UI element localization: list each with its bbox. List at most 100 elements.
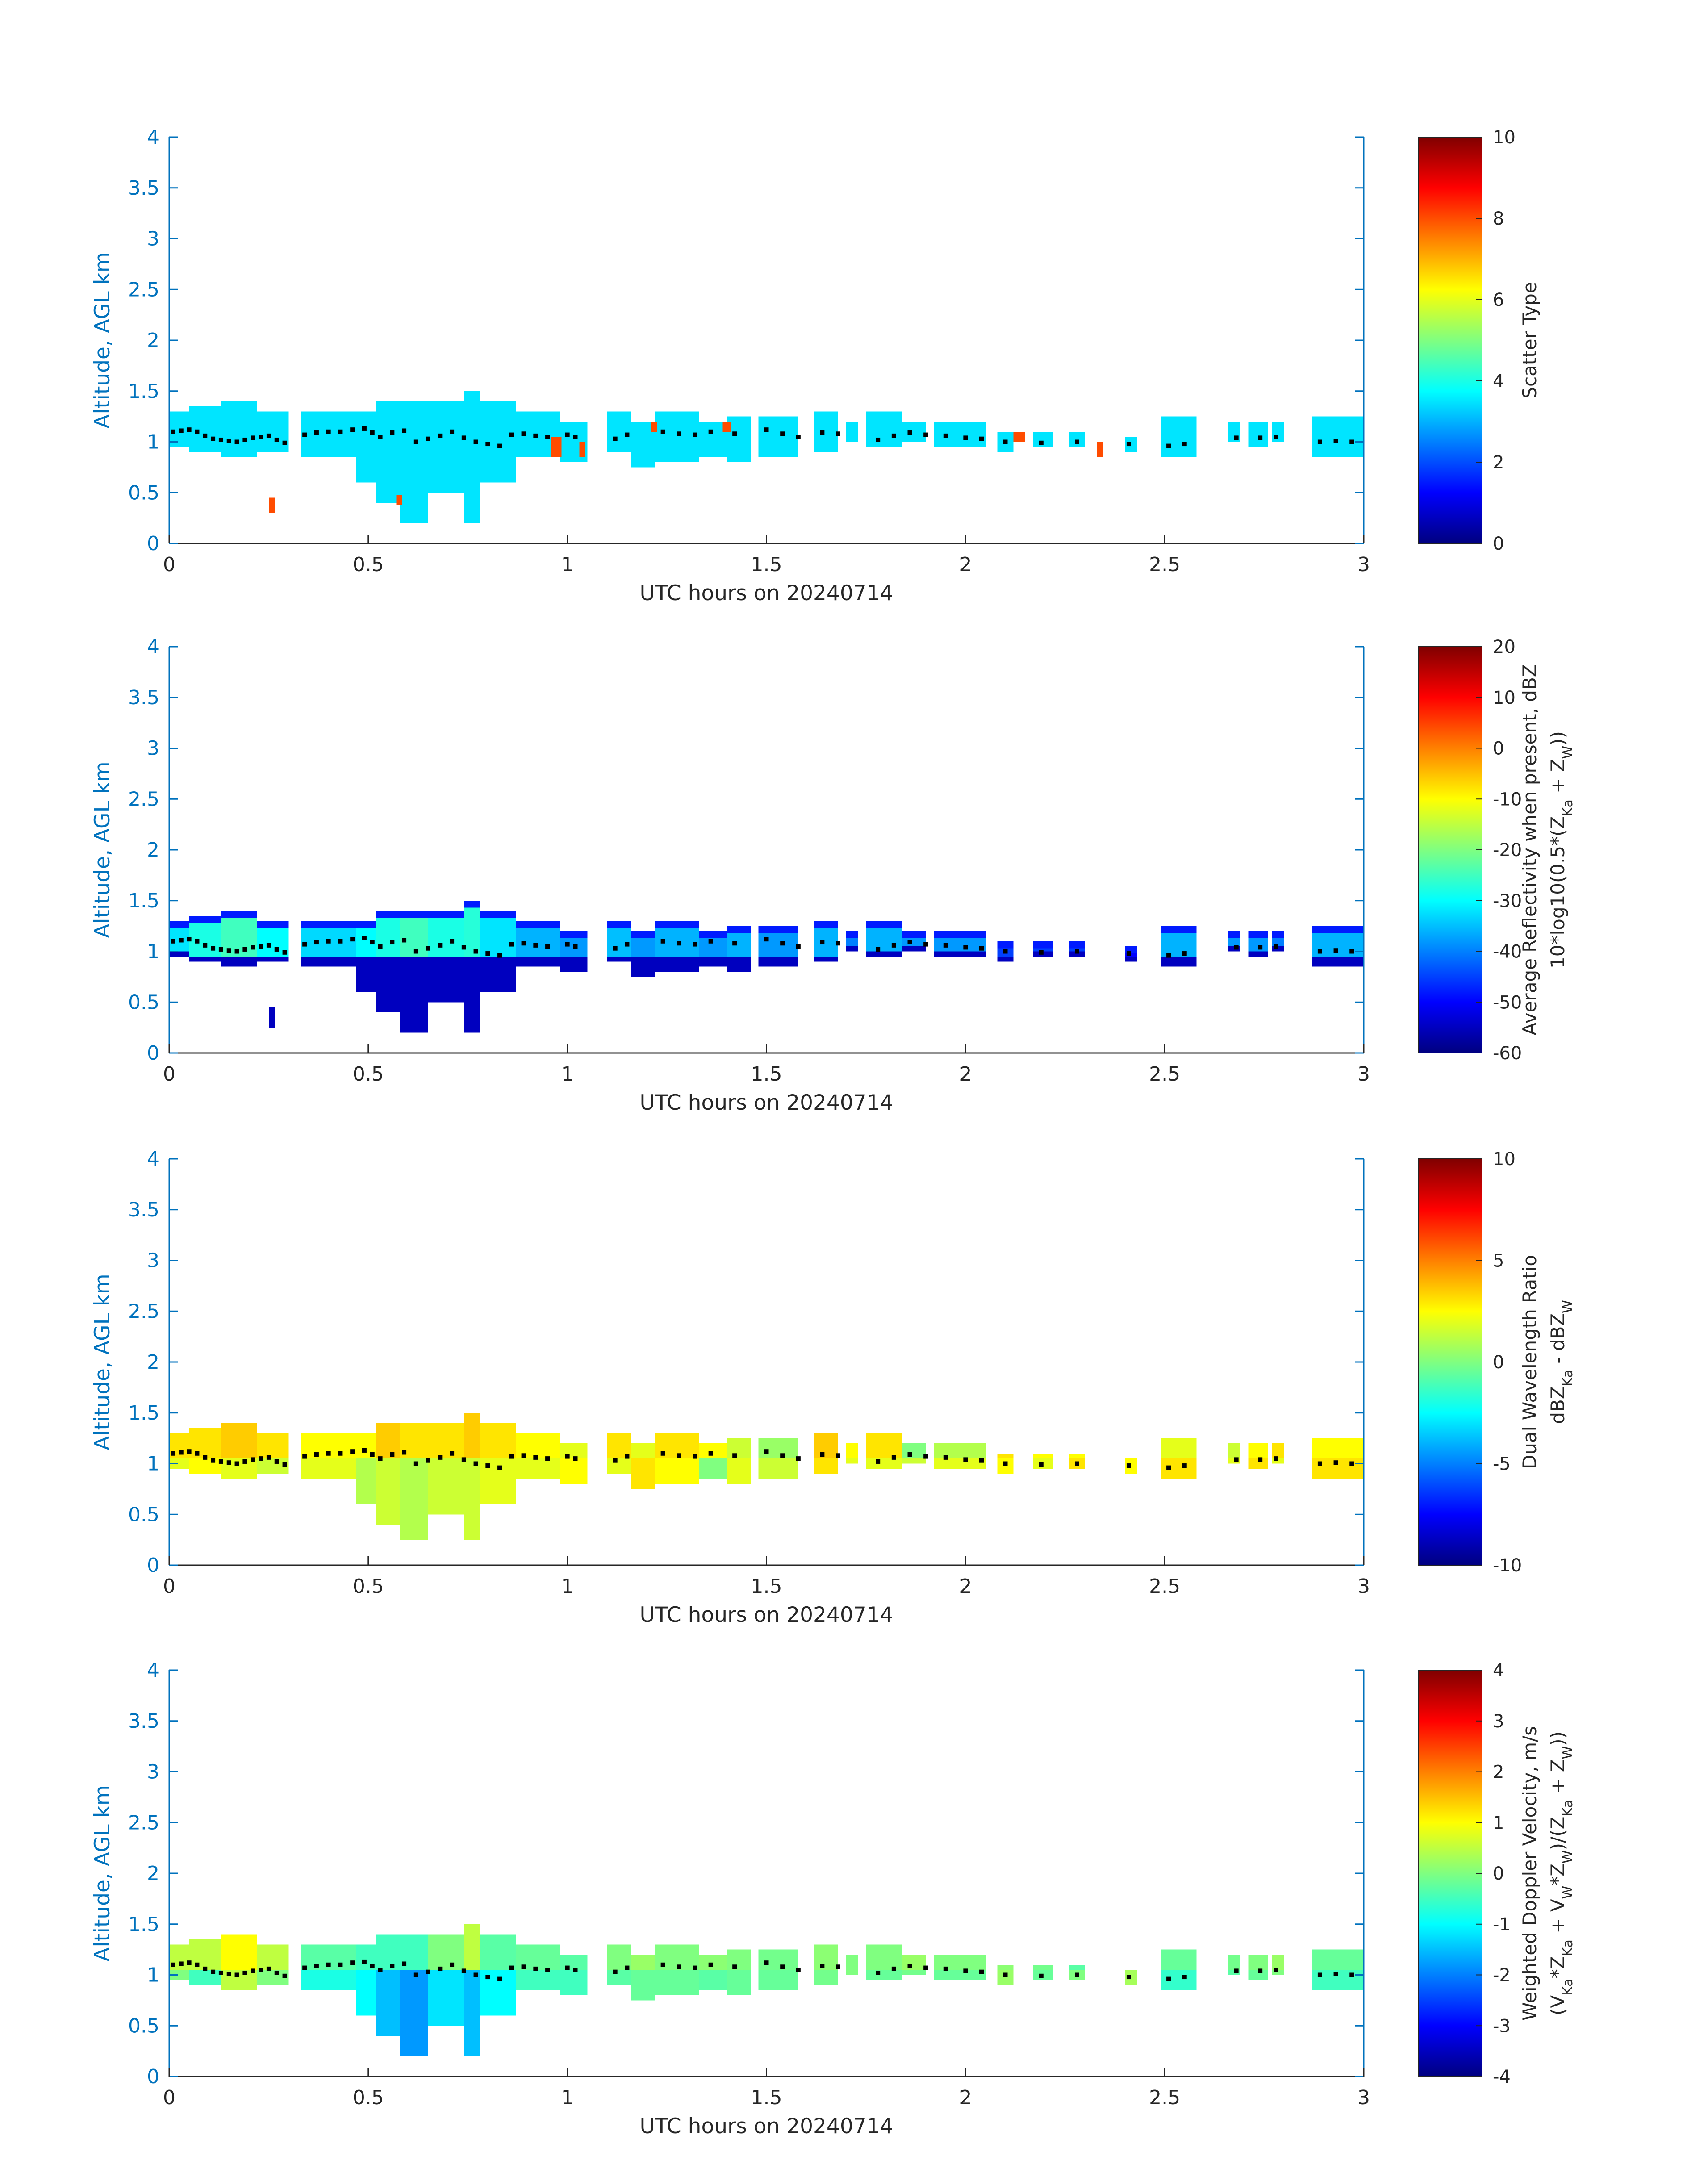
x-axis-label: UTC hours on 20240714 xyxy=(640,1603,894,1627)
cloud-base-dot xyxy=(187,427,192,432)
colorbar-label-part: Ka xyxy=(1560,1939,1576,1956)
cloud-base-dot xyxy=(876,437,881,442)
cloud-base-dot xyxy=(195,429,200,434)
y-tick-label: 0.5 xyxy=(128,2014,159,2037)
heat-cell xyxy=(607,921,631,928)
cloud-base-dot xyxy=(732,941,737,946)
heat-cell xyxy=(169,921,189,928)
cloud-base-dot xyxy=(378,1456,383,1461)
heat-cell xyxy=(1248,1443,1268,1459)
cloud-base-dot xyxy=(565,1965,570,1970)
heat-cell xyxy=(727,1458,751,1484)
cloud-base-dot xyxy=(242,437,247,442)
heat-cell xyxy=(559,1955,588,1970)
heat-cell xyxy=(902,1458,926,1464)
cloud-base-dot xyxy=(1258,945,1263,950)
cloud-base-dot xyxy=(573,1968,578,1972)
heat-cell xyxy=(428,1934,464,1970)
heat-cell xyxy=(698,1955,727,1970)
y-tick-label: 2 xyxy=(147,1351,159,1374)
cloud-base-dot xyxy=(923,1454,928,1459)
cloud-base-dot xyxy=(1258,435,1263,440)
y-tick-label: 4 xyxy=(147,126,159,149)
cloud-base-dot xyxy=(1166,1465,1171,1470)
heat-cell xyxy=(1228,938,1240,947)
cloud-base-dot xyxy=(338,1451,343,1456)
heat-cell xyxy=(934,1443,986,1459)
heat-cell xyxy=(221,911,257,918)
cloud-base-dot xyxy=(203,1966,208,1971)
heat-cell xyxy=(376,1934,401,1970)
colorbar-label-part: + Z xyxy=(1547,759,1569,800)
cloud-base-dot xyxy=(836,1964,840,1969)
colorbar-tick-label: -30 xyxy=(1493,891,1522,911)
heat-cell xyxy=(221,956,257,967)
x-tick-label: 2.5 xyxy=(1149,2086,1180,2109)
cloud-base-dot xyxy=(660,1962,665,1967)
cloud-base-dot xyxy=(613,1969,618,1974)
heat-cell xyxy=(1097,442,1103,457)
cloud-base-dot xyxy=(693,942,697,947)
cloud-base-dot xyxy=(251,1457,255,1462)
heat-cell xyxy=(1228,1955,1240,1970)
cloud-base-dot xyxy=(1039,1973,1044,1978)
heat-cell xyxy=(1161,926,1197,933)
heat-cell xyxy=(814,1458,838,1474)
cloud-base-dot xyxy=(426,436,430,441)
cloud-base-dot xyxy=(796,944,801,949)
cloud-base-dot xyxy=(362,936,367,940)
cloud-base-dot xyxy=(390,430,395,435)
colorbar-tick-label: -3 xyxy=(1493,2016,1511,2036)
heat-cell xyxy=(480,918,516,957)
x-tick-label: 2 xyxy=(959,553,972,576)
cloud-base-dot xyxy=(413,949,418,954)
y-tick-label: 2.5 xyxy=(128,1300,159,1323)
heat-cell xyxy=(464,900,480,908)
cloud-base-dot xyxy=(907,1964,912,1968)
cloud-base-dot xyxy=(1234,435,1239,440)
cloud-base-dot xyxy=(796,1456,801,1461)
heat-cell xyxy=(902,1970,926,1975)
cloud-base-dot xyxy=(521,1453,526,1458)
heat-cell xyxy=(866,1433,902,1459)
cloud-base-dot xyxy=(943,433,948,438)
heat-cell xyxy=(997,941,1014,949)
heat-cell xyxy=(515,921,560,928)
y-tick-label: 2.5 xyxy=(128,278,159,301)
cloud-base-dot xyxy=(274,947,279,952)
x-tick-label: 2 xyxy=(959,2086,972,2109)
cloud-base-dot xyxy=(1274,1968,1278,1972)
x-tick-label: 2.5 xyxy=(1149,1063,1180,1086)
cloud-base-dot xyxy=(660,429,665,434)
cloud-base-dot xyxy=(497,1465,502,1470)
heat-cell xyxy=(758,1949,798,1970)
heat-cell xyxy=(1069,951,1085,957)
cloud-base-dot xyxy=(907,1452,912,1457)
cloud-base-dot xyxy=(573,1456,578,1461)
colorbar-label-part: Ka xyxy=(1560,1978,1576,1995)
cloud-base-dot xyxy=(438,1455,443,1460)
heat-cell xyxy=(758,1970,798,1990)
cloud-base-dot xyxy=(302,1454,307,1459)
heat-cell xyxy=(1069,1964,1085,1970)
heat-cell xyxy=(480,401,516,483)
heat-cell xyxy=(1161,956,1197,967)
cloud-base-dot xyxy=(226,1460,231,1465)
cloud-base-dot xyxy=(378,435,383,439)
cloud-base-dot xyxy=(461,1968,466,1973)
cloud-base-dot xyxy=(1317,1972,1322,1977)
heat-cell xyxy=(934,422,986,447)
cloud-base-dot xyxy=(461,435,466,440)
cloud-base-dot xyxy=(390,1964,395,1968)
cloud-base-dot xyxy=(732,1453,737,1458)
heat-cell xyxy=(866,921,902,928)
cloud-base-dot xyxy=(234,439,239,444)
cloud-base-dot xyxy=(266,1966,271,1971)
cloud-base-dot xyxy=(1317,439,1322,444)
heat-cell xyxy=(655,921,699,928)
heat-cell xyxy=(1272,931,1284,938)
heat-cell xyxy=(1125,956,1137,962)
cloud-base-dot xyxy=(836,431,840,436)
heat-cell xyxy=(902,946,926,952)
heat-cell xyxy=(997,1458,1014,1474)
